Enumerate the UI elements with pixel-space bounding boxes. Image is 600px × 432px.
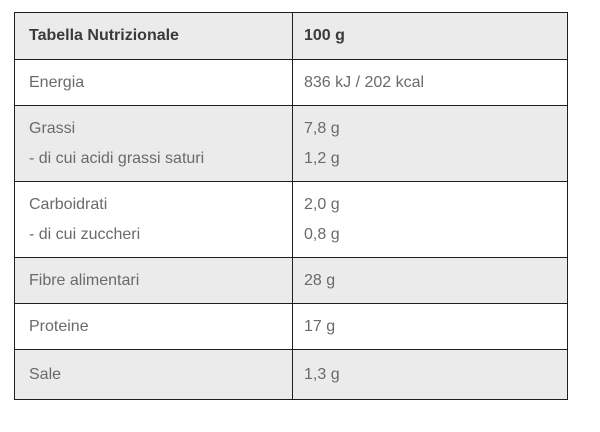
nutrient-name: Sale [14, 349, 293, 400]
nutrient-name-sub: - di cui zuccheri [29, 225, 141, 243]
nutrient-value-sub: 0,8 g [304, 225, 340, 243]
nutrient-name: Carboidrati - di cui zuccheri [14, 181, 293, 258]
nutrition-table: Tabella Nutrizionale 100 g Energia 836 k… [14, 12, 568, 400]
nutrient-value-sub: 1,2 g [304, 149, 340, 167]
nutrient-value: 836 kJ / 202 kcal [292, 59, 568, 106]
nutrient-name: Proteine [14, 303, 293, 350]
nutrient-value: 28 g [292, 257, 568, 304]
amount-column-header: 100 g [292, 12, 568, 60]
table-row-proteine: Proteine 17 g [14, 303, 568, 350]
nutrient-value-main: 2,0 g [304, 195, 340, 213]
table-row-energia: Energia 836 kJ / 202 kcal [14, 59, 568, 106]
table-row-fibre: Fibre alimentari 28 g [14, 257, 568, 304]
table-row-carboidrati: Carboidrati - di cui zuccheri 2,0 g 0,8 … [14, 181, 568, 258]
nutrient-name-main: Carboidrati [29, 195, 108, 213]
nutrient-name: Grassi - di cui acidi grassi saturi [14, 105, 293, 182]
table-title: Tabella Nutrizionale [14, 12, 293, 60]
nutrient-name: Fibre alimentari [14, 257, 293, 304]
nutrient-value: 17 g [292, 303, 568, 350]
nutrient-name-main: Grassi [29, 119, 76, 137]
nutrient-value: 2,0 g 0,8 g [292, 181, 568, 258]
table-row-sale: Sale 1,3 g [14, 349, 568, 400]
nutrient-value-main: 7,8 g [304, 119, 340, 137]
nutrient-name-sub: - di cui acidi grassi saturi [29, 149, 205, 167]
table-header-row: Tabella Nutrizionale 100 g [14, 12, 568, 60]
nutrient-value: 1,3 g [292, 349, 568, 400]
nutrient-value: 7,8 g 1,2 g [292, 105, 568, 182]
table-row-grassi: Grassi - di cui acidi grassi saturi 7,8 … [14, 105, 568, 182]
nutrient-name: Energia [14, 59, 293, 106]
